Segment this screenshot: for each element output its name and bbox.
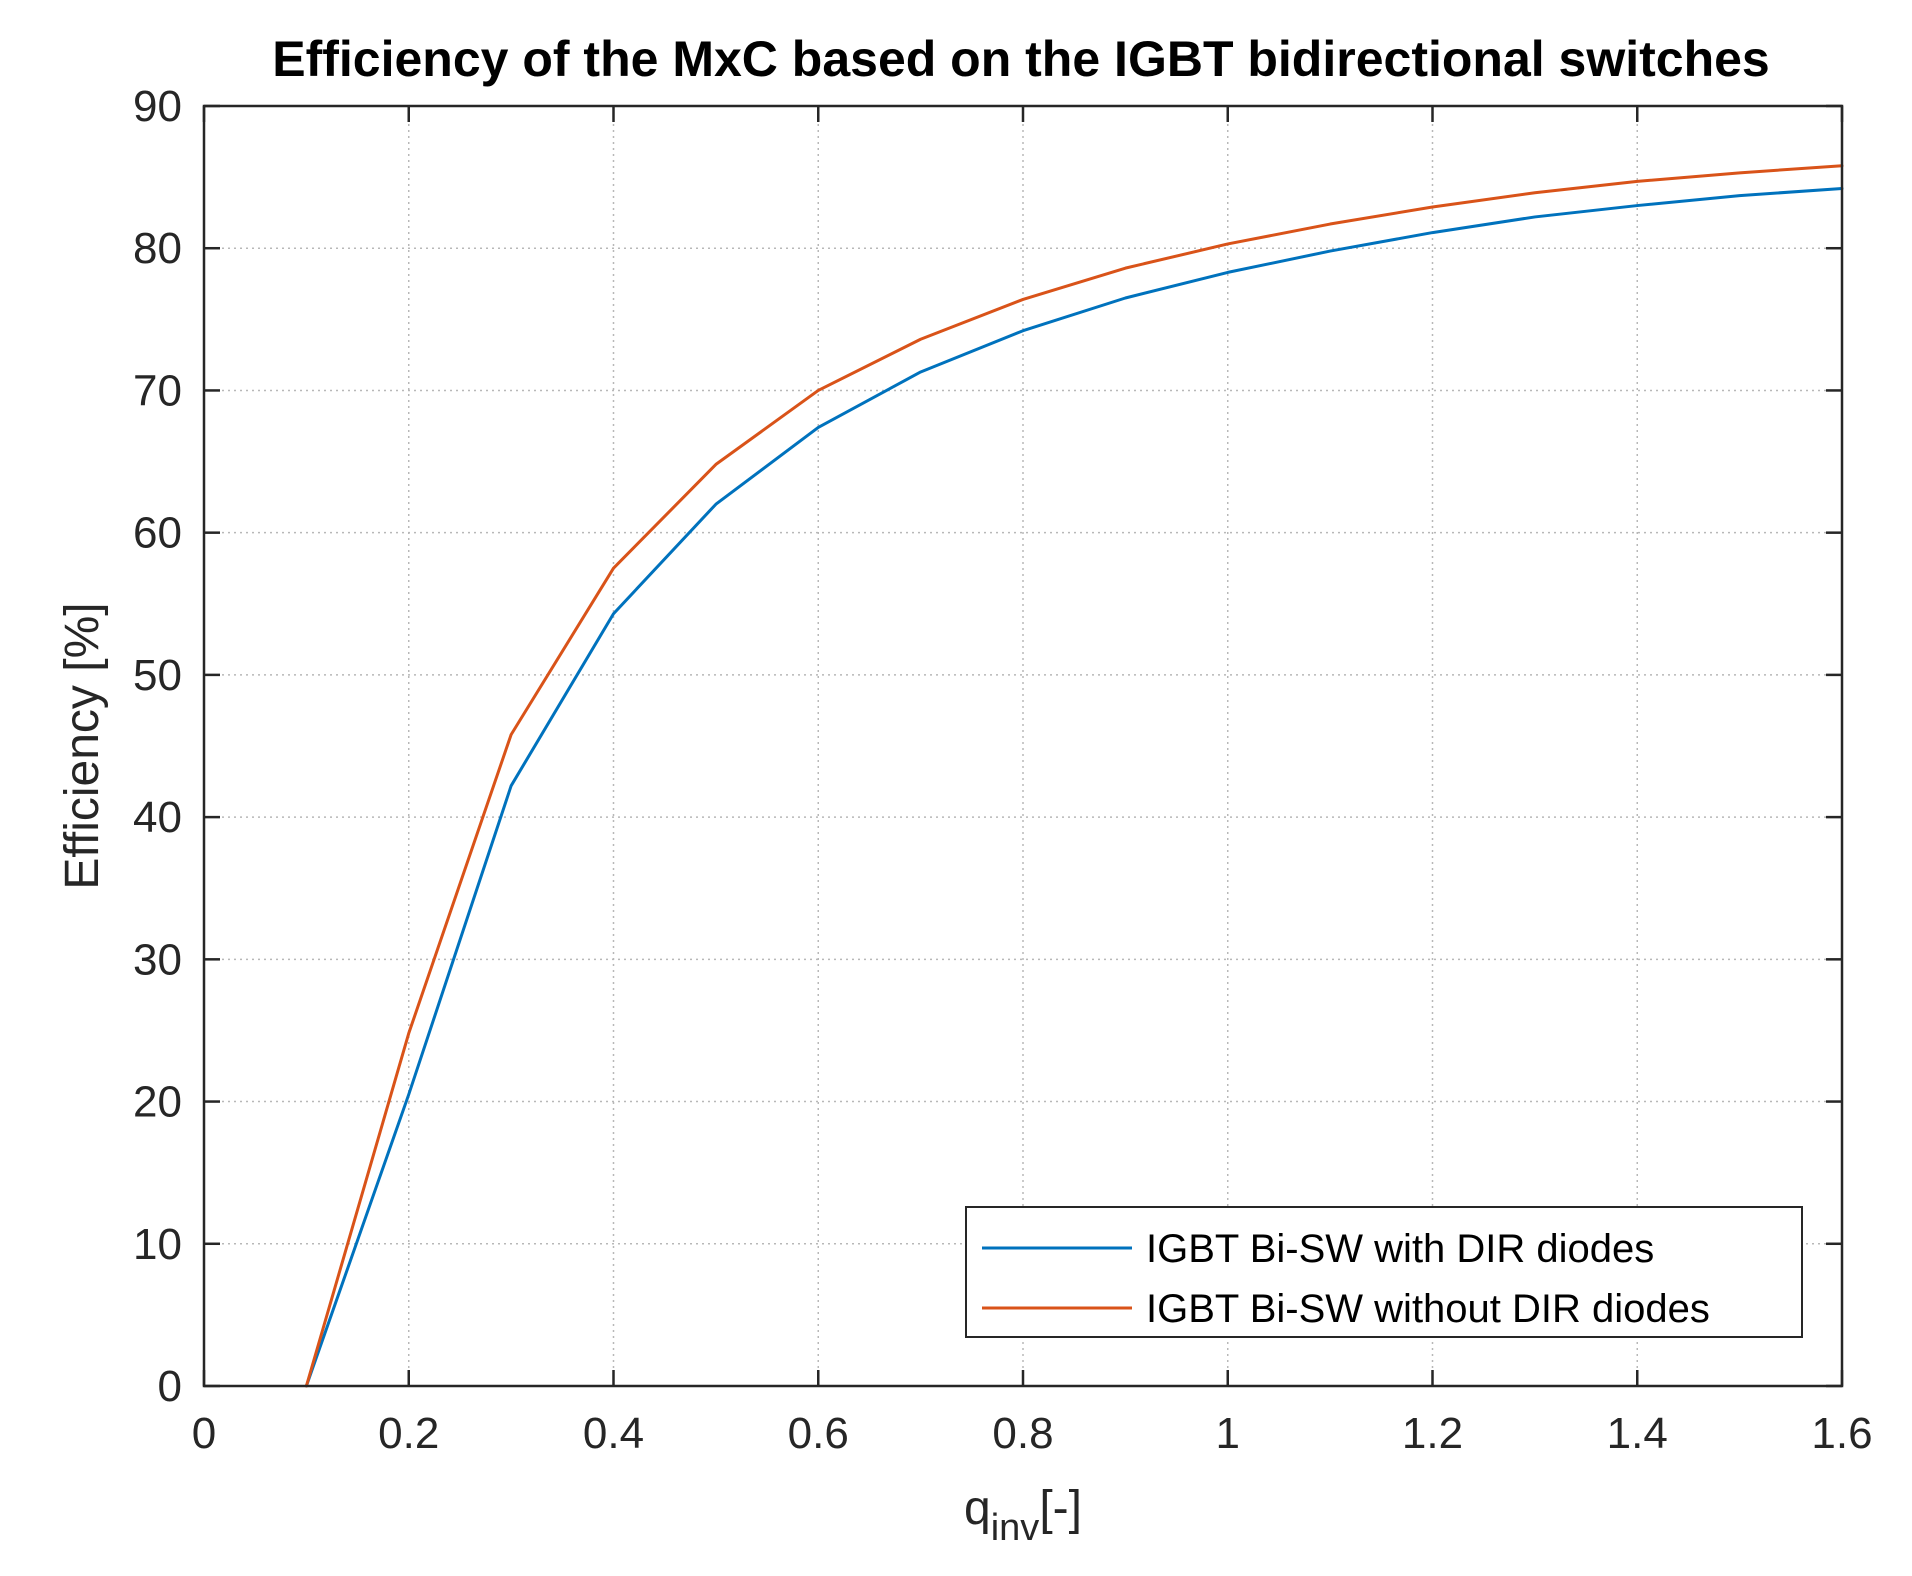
y-tick-labels: 0 10 20 30 40 50 60 70 80 90 [133, 82, 182, 1411]
legend: IGBT Bi-SW with DIR diodes IGBT Bi-SW wi… [965, 1206, 1803, 1338]
x-tick-label: 1.6 [1811, 1409, 1872, 1458]
x-tick-label: 0.6 [788, 1409, 849, 1458]
legend-box [965, 1206, 1803, 1338]
y-tick-label: 70 [133, 366, 182, 415]
y-axis-label: Efficiency [%] [56, 602, 109, 889]
x-tick-label: 0.4 [583, 1409, 644, 1458]
y-tick-label: 50 [133, 651, 182, 700]
y-tick-label: 20 [133, 1078, 182, 1127]
x-tick-labels: 0 0.2 0.4 0.6 0.8 1 1.2 1.4 1.6 [192, 1409, 1873, 1458]
x-axis-label-subscript: inv [991, 1507, 1040, 1549]
plot-area [204, 106, 1842, 1386]
x-tick-label: 0.2 [378, 1409, 439, 1458]
y-tick-label: 40 [133, 793, 182, 842]
y-tick-label: 30 [133, 935, 182, 984]
x-axis-label-suffix: [-] [1039, 1482, 1082, 1535]
data-series [304, 164, 1844, 1388]
x-axis-label: qinv[-] [964, 1482, 1082, 1549]
x-tick-label: 1.2 [1402, 1409, 1463, 1458]
x-tick-label: 0 [192, 1409, 216, 1458]
x-tick-label: 1.4 [1607, 1409, 1668, 1458]
legend-label-series-2: IGBT Bi-SW without DIR diodes [1146, 1287, 1710, 1331]
y-tick-label: 10 [133, 1220, 182, 1269]
x-tick-label: 1 [1216, 1409, 1240, 1458]
y-tick-label: 80 [133, 224, 182, 273]
y-tick-label: 0 [158, 1362, 182, 1411]
plot-frame [202, 104, 1844, 1388]
x-tick-label: 0.8 [992, 1409, 1053, 1458]
chart-title: Efficiency of the MxC based on the IGBT … [272, 31, 1770, 87]
series-line-2 [304, 164, 1844, 1388]
y-tick-label: 90 [133, 82, 182, 131]
legend-label-series-1: IGBT Bi-SW with DIR diodes [1146, 1227, 1654, 1271]
y-tick-label: 60 [133, 509, 182, 558]
x-axis-label-main: q [964, 1482, 991, 1535]
series-line-1 [304, 186, 1844, 1388]
